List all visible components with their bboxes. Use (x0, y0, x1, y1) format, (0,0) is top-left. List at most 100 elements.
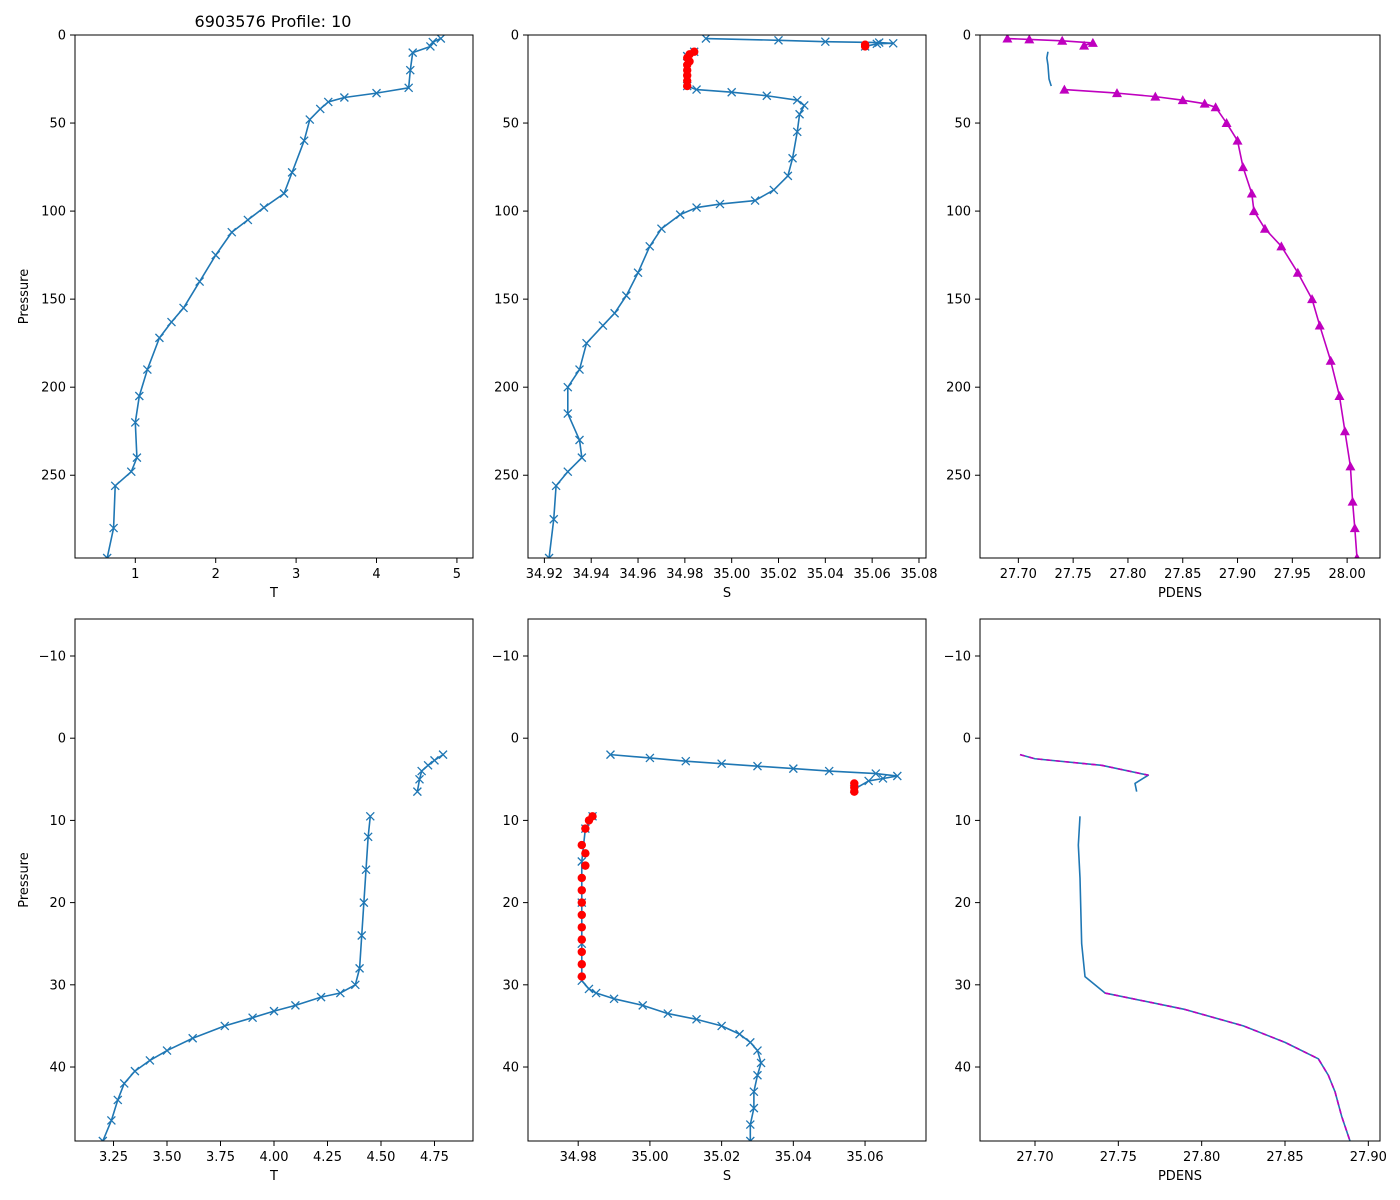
data-point (1248, 206, 1259, 216)
data-point (1334, 390, 1345, 400)
x-tick-label: 35.06 (854, 567, 891, 582)
data-point (372, 88, 381, 98)
x-tick-label: 3.50 (153, 1150, 182, 1165)
x-tick-label: 27.85 (1266, 1150, 1303, 1165)
y-tick-label: 50 (954, 117, 971, 132)
series-line (1019, 753, 1150, 792)
x-tick-label: 27.80 (1109, 567, 1146, 582)
data-point (769, 185, 779, 195)
series-t (98, 811, 375, 1141)
series-line (1007, 37, 1094, 47)
flagged-point (577, 935, 586, 944)
data-point (795, 109, 805, 119)
data-point (1150, 91, 1161, 101)
data-point (1002, 35, 1013, 43)
x-tick-label: 35.08 (900, 567, 937, 582)
data-point (762, 91, 772, 101)
data-point (1177, 95, 1188, 105)
plot-area (544, 35, 898, 558)
data-point (1276, 241, 1287, 251)
y-tick-label: 40 (954, 1061, 971, 1076)
y-tick-label: 100 (494, 205, 519, 220)
data-point (425, 41, 435, 51)
plot-area (1019, 753, 1351, 1141)
y-tick-label: 100 (946, 205, 971, 220)
data-point (783, 171, 793, 181)
flagged-point (577, 910, 586, 920)
series-s-flagged (577, 779, 859, 981)
series-s-flagged (683, 40, 870, 91)
data-point (774, 35, 783, 45)
data-point (106, 1115, 116, 1125)
data-point (575, 365, 584, 375)
data-point (357, 931, 367, 940)
data-point (363, 832, 373, 842)
data-point (359, 898, 369, 908)
data-point (874, 38, 884, 48)
data-point (871, 769, 881, 779)
data-point (130, 1066, 140, 1076)
data-point (188, 1033, 198, 1043)
axes-frame (979, 34, 1381, 559)
y-tick-label: 30 (49, 978, 66, 993)
x-tick-label: 27.85 (1164, 567, 1201, 582)
data-point (130, 417, 140, 427)
series-pdens-upper-dashed (1019, 753, 1149, 776)
data-point (577, 453, 587, 463)
flagged-point (581, 824, 590, 833)
series-s (577, 811, 766, 1141)
data-point (753, 1070, 762, 1080)
x-tick-label: 2 (212, 567, 220, 582)
data-point (290, 1000, 300, 1010)
data-point (715, 199, 725, 209)
series-line (102, 816, 372, 1141)
axes-frame (979, 618, 1381, 1142)
x-tick-label: 35.04 (775, 1150, 812, 1165)
series-line (416, 753, 444, 792)
data-point (259, 203, 269, 213)
data-point (864, 776, 874, 786)
y-tick-label: 150 (41, 293, 66, 308)
x-tick-label: 27.75 (1055, 567, 1092, 582)
data-point (1232, 135, 1243, 145)
y-tick-label: −10 (492, 649, 519, 664)
data-point (179, 303, 189, 313)
x-axis-label: S (723, 586, 731, 601)
data-point (692, 1014, 701, 1024)
y-tick-label: 30 (502, 978, 519, 993)
data-point (110, 481, 120, 491)
data-point (544, 553, 554, 558)
data-point (1307, 294, 1318, 304)
x-tick-label: 3.75 (206, 1150, 235, 1165)
x-tick-label: 34.98 (666, 567, 703, 582)
plot-area (102, 35, 446, 558)
data-point (1347, 496, 1358, 506)
data-point (315, 104, 325, 114)
data-point (638, 1000, 648, 1010)
data-point (211, 250, 221, 260)
flagged-point (584, 816, 594, 825)
x-tick-label: 4 (372, 567, 380, 582)
data-point (305, 115, 315, 124)
data-point (1057, 35, 1068, 45)
x-tick-label: 4.25 (313, 1150, 342, 1165)
data-point (735, 1029, 745, 1039)
x-tick-label: 4.50 (367, 1150, 396, 1165)
data-point (717, 1021, 727, 1031)
data-point (584, 984, 594, 994)
data-point (430, 755, 439, 765)
data-point (692, 203, 702, 213)
data-point (645, 241, 655, 251)
y-tick-label: 20 (954, 896, 971, 911)
data-point (582, 338, 591, 348)
data-point (1349, 523, 1360, 533)
y-tick-label: 20 (49, 896, 66, 911)
y-tick-label: 0 (511, 29, 519, 44)
y-tick-label: 50 (502, 117, 519, 132)
axes-frame (74, 34, 474, 559)
y-tick-label: 100 (41, 205, 66, 220)
data-point (220, 1021, 230, 1031)
y-tick-label: 0 (58, 732, 66, 747)
data-point (361, 865, 371, 875)
